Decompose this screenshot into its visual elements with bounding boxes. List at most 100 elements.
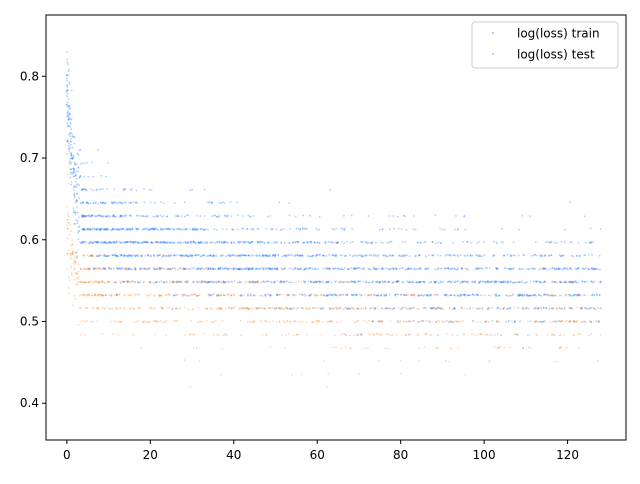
- data-point: [205, 280, 208, 283]
- data-point: [81, 215, 84, 218]
- data-point: [191, 228, 194, 231]
- data-point: [108, 215, 111, 218]
- data-point: [333, 267, 335, 270]
- data-point: [315, 280, 318, 283]
- data-point: [208, 294, 211, 297]
- data-point: [449, 281, 452, 283]
- data-point: [590, 321, 593, 324]
- data-point: [230, 294, 233, 297]
- data-point: [364, 281, 367, 283]
- data-point: [256, 241, 259, 244]
- data-point: [95, 228, 98, 231]
- data-point: [186, 294, 189, 297]
- data-point: [338, 306, 341, 309]
- data-point: [401, 240, 404, 243]
- data-point: [82, 241, 85, 244]
- data-point: [320, 293, 322, 296]
- data-point: [166, 227, 169, 230]
- data-point: [213, 333, 215, 336]
- data-point: [560, 281, 562, 284]
- data-point: [393, 280, 396, 283]
- data-point: [96, 281, 99, 284]
- data-point: [431, 254, 434, 257]
- data-point: [77, 166, 80, 169]
- data-point: [459, 293, 461, 296]
- data-point: [153, 307, 156, 309]
- data-point: [149, 228, 151, 231]
- data-point: [267, 307, 270, 310]
- data-point: [442, 321, 445, 324]
- data-point: [422, 307, 425, 310]
- data-point: [96, 281, 99, 284]
- data-point: [204, 241, 206, 243]
- data-point: [427, 319, 430, 322]
- data-point: [74, 181, 77, 183]
- data-point: [228, 253, 231, 256]
- data-point: [301, 373, 303, 376]
- data-point: [75, 256, 78, 259]
- data-point: [545, 307, 547, 310]
- data-point: [166, 215, 169, 218]
- data-point: [353, 267, 356, 270]
- data-point: [68, 82, 71, 85]
- data-point: [116, 202, 119, 205]
- data-point: [240, 307, 243, 310]
- data-point: [592, 241, 595, 243]
- data-point: [137, 255, 140, 257]
- data-point: [168, 307, 171, 309]
- data-point: [142, 281, 145, 284]
- data-point: [460, 267, 463, 270]
- data-point: [206, 308, 208, 310]
- data-point: [134, 240, 137, 243]
- data-point: [552, 307, 554, 310]
- data-point: [215, 280, 217, 283]
- data-point: [496, 320, 499, 323]
- data-point: [140, 347, 143, 350]
- data-point: [501, 228, 504, 230]
- data-point: [138, 307, 141, 309]
- data-point: [176, 268, 179, 271]
- data-point: [411, 280, 414, 283]
- data-point: [68, 68, 70, 71]
- data-point: [598, 268, 601, 271]
- data-point: [210, 321, 213, 323]
- data-point: [288, 267, 291, 270]
- data-point: [178, 280, 181, 283]
- data-point: [320, 307, 323, 310]
- data-point: [195, 254, 198, 256]
- data-point: [352, 307, 355, 310]
- data-point: [370, 295, 372, 297]
- data-point: [67, 106, 70, 108]
- data-point: [248, 280, 251, 283]
- data-point: [173, 280, 176, 283]
- data-point: [91, 214, 93, 217]
- data-point: [111, 254, 114, 257]
- data-point: [256, 307, 258, 310]
- data-point: [541, 321, 544, 323]
- data-point: [185, 242, 187, 244]
- data-point: [478, 254, 481, 257]
- data-point: [531, 294, 533, 297]
- data-point: [82, 229, 85, 231]
- data-point: [191, 255, 193, 257]
- data-point: [394, 293, 397, 296]
- data-point: [462, 281, 464, 284]
- data-point: [254, 281, 257, 284]
- data-point: [234, 267, 237, 270]
- data-point: [69, 254, 72, 257]
- data-point: [268, 294, 271, 296]
- data-point: [488, 281, 491, 284]
- data-point: [278, 307, 280, 309]
- data-point: [493, 281, 496, 284]
- data-point: [66, 218, 69, 221]
- data-point: [110, 228, 113, 231]
- data-point: [173, 254, 176, 257]
- data-point: [67, 118, 70, 121]
- data-point: [258, 306, 261, 309]
- data-point: [291, 254, 293, 256]
- data-point: [145, 321, 147, 323]
- data-point: [239, 268, 242, 271]
- data-point: [449, 347, 452, 350]
- data-point: [589, 307, 591, 310]
- data-point: [419, 320, 422, 323]
